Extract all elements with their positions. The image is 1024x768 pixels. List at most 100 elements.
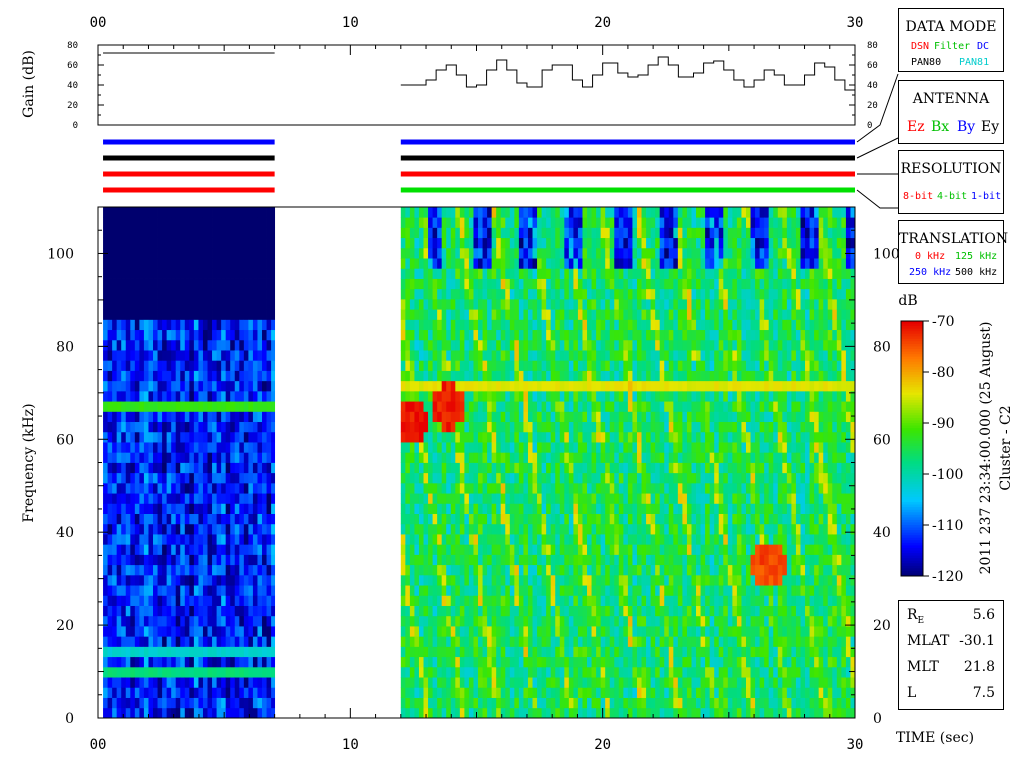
spectrogram-cell [668, 227, 674, 239]
spectrogram-cell [664, 390, 670, 402]
spectrogram-cell [221, 544, 227, 555]
spectrogram-cell [527, 247, 533, 259]
spectrogram-cell [153, 656, 158, 668]
spectrogram-cell [230, 554, 236, 566]
spectrogram-cell [171, 380, 177, 392]
spectrogram-cell [596, 227, 602, 239]
spectrogram-cell [423, 268, 429, 279]
spectrogram-cell [487, 493, 493, 504]
spectrogram-cell [591, 687, 597, 698]
spectrogram-cell [473, 360, 479, 371]
spectrogram-cell [143, 258, 149, 269]
spectrogram-cell [212, 646, 217, 658]
spectrogram-cell [673, 493, 679, 504]
spectrogram-cell [130, 523, 136, 535]
spectrogram-cell [459, 544, 465, 555]
spectrogram-cell [464, 360, 470, 371]
spectrogram-cell [243, 544, 249, 555]
spectrogram-cell [564, 585, 570, 596]
spectrogram-cell [541, 278, 547, 290]
spectrogram-cell [432, 646, 438, 658]
spectrogram-cell [143, 523, 149, 535]
spectrogram-cell [230, 442, 236, 453]
spectrogram-cell [234, 288, 240, 300]
spectrogram-cell [171, 360, 177, 371]
spectrogram-cell [189, 564, 195, 576]
spectrogram-cell [568, 207, 574, 218]
spectrogram-cell [541, 350, 547, 361]
spectrogram-cell [659, 298, 665, 310]
spectrogram-cell [271, 626, 276, 637]
spectrogram-cell [482, 319, 488, 331]
spectrogram-cell [527, 401, 533, 412]
spectrogram-cell [518, 350, 524, 361]
spectrogram-cell [464, 544, 470, 555]
spectrogram-cell [418, 585, 424, 596]
spectrogram-cell [468, 227, 474, 239]
spectrogram-cell [266, 288, 272, 300]
spectrogram-cell [500, 513, 506, 525]
spectrogram-cell [509, 339, 515, 351]
spectrogram-cell [437, 288, 443, 300]
spectrogram-cell [405, 431, 411, 443]
spectrogram-cell [252, 513, 258, 525]
spectrogram-cell [262, 636, 267, 647]
spectrogram-cell [153, 258, 158, 269]
spectrogram-cell [568, 503, 574, 514]
spectrogram-cell [409, 523, 415, 535]
spectrogram-panel [103, 207, 856, 719]
spectrogram-cell [148, 513, 154, 525]
spectrogram-cell [668, 574, 674, 586]
spectrogram-cell [559, 370, 565, 382]
spectrogram-cell [414, 554, 420, 566]
spectrogram-cell [243, 626, 249, 637]
spectrogram-cell [207, 626, 213, 637]
spectrogram-cell [673, 636, 679, 647]
spectrogram-cell [143, 585, 149, 596]
spectrogram-cell [230, 462, 236, 474]
spectrogram-cell [441, 687, 447, 698]
spectrogram-cell [143, 390, 149, 402]
spectrogram-cell [437, 707, 443, 719]
spectrogram-cell [423, 503, 429, 514]
spectrogram-cell [175, 431, 181, 443]
spectrogram-cell [564, 513, 570, 525]
spectrogram-cell [221, 564, 227, 576]
spectrogram-cell [573, 207, 579, 218]
spectrogram-cell [271, 247, 276, 259]
spectrogram-cell [518, 339, 524, 351]
spectrogram-cell [468, 431, 474, 443]
spectrogram-cell [478, 309, 483, 320]
spectrogram-cell [664, 687, 670, 698]
spectrogram-cell [609, 687, 615, 698]
spectrogram-cell [505, 656, 511, 668]
spectrogram-cell [573, 482, 579, 494]
spectrogram-cell [405, 442, 411, 453]
spectrogram-cell [473, 380, 479, 392]
spectrogram-cell [509, 666, 515, 678]
spectrogram-cell [618, 268, 624, 279]
spectrogram-cell [623, 288, 629, 300]
spectrogram-cell [257, 462, 263, 474]
spectrogram-cell [655, 482, 661, 494]
spectrogram-cell [207, 258, 213, 269]
spectrogram-cell [555, 401, 561, 412]
spectrogram-cell [221, 217, 227, 228]
spectrogram-cell [473, 258, 479, 269]
spectrogram-cell [537, 574, 542, 586]
spectrogram-cell [582, 329, 588, 341]
spectrogram-cell [153, 390, 158, 402]
spectrogram-cell [582, 258, 588, 269]
spectrogram-cell [650, 513, 656, 525]
spectrogram-cell [198, 298, 204, 310]
spectrogram-cell [216, 442, 222, 453]
spectrogram-cell [189, 677, 195, 688]
spectrogram-cell [446, 329, 452, 341]
spectrogram-cell [496, 309, 502, 320]
spectrogram-cell [546, 595, 552, 606]
spectrogram-cell [125, 329, 131, 341]
spectrogram-cell [175, 268, 181, 279]
spectrogram-cell [609, 370, 615, 382]
spectrogram-cell [234, 687, 240, 698]
spectrogram-cell [112, 503, 118, 514]
